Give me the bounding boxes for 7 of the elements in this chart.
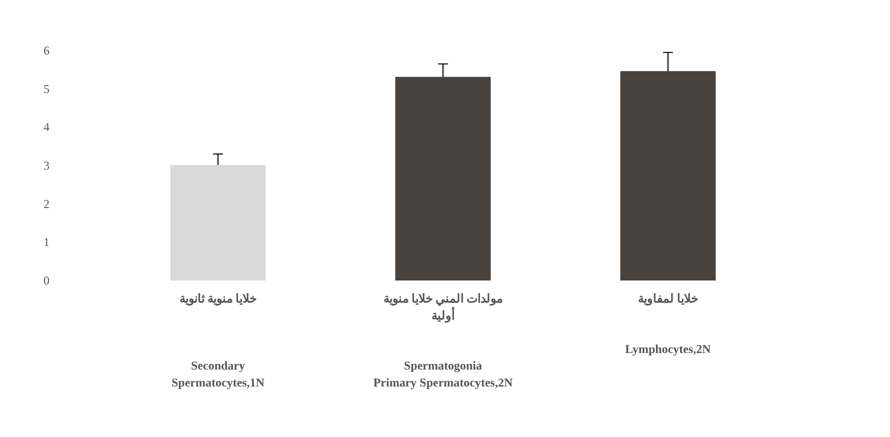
y-tick-label: 4 [44, 120, 50, 134]
y-tick-label: 6 [44, 44, 50, 58]
y-tick-label: 2 [44, 196, 50, 211]
y-tick-label: 1 [44, 235, 50, 250]
y-tick-label: 3 [44, 158, 50, 172]
y-tick-label: 5 [44, 82, 50, 96]
y-tick-label: 0 [44, 274, 50, 288]
